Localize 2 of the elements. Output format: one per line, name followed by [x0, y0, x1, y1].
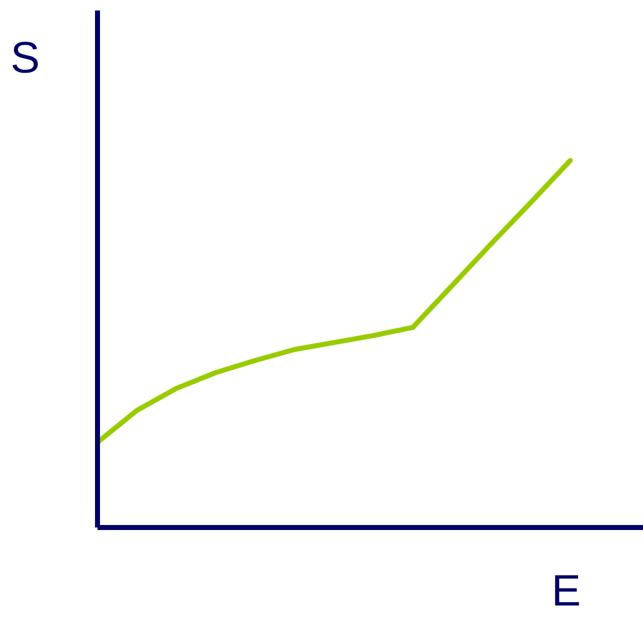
y-axis-title: S: [10, 34, 40, 82]
x-axis-title: E: [552, 566, 581, 616]
